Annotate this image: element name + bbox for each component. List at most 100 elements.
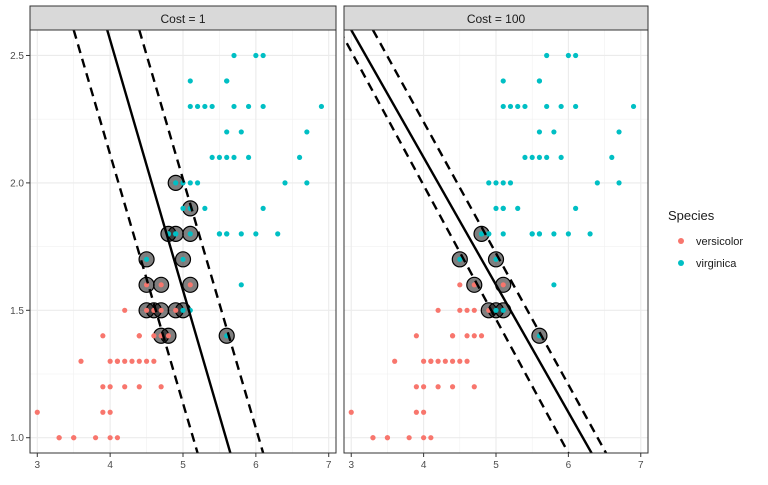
virginica-point — [609, 154, 615, 161]
versicolor-point — [56, 435, 62, 441]
versicolor-point — [435, 307, 441, 313]
versicolor-point — [413, 384, 419, 390]
versicolor-point — [421, 384, 427, 390]
y-tick-label: 2.0 — [10, 178, 24, 189]
facet-strip — [343, 5, 649, 31]
virginica-point — [209, 154, 215, 161]
virginica-point — [522, 154, 528, 161]
versicolor-point — [500, 282, 506, 288]
versicolor-point — [71, 435, 77, 441]
versicolor-point — [158, 282, 164, 288]
x-tick-label: 3 — [348, 460, 354, 471]
versicolor-point — [449, 358, 456, 364]
virginica-point — [478, 231, 485, 237]
versicolor-point — [370, 435, 376, 441]
virginica-point — [500, 307, 506, 313]
virginica-point — [253, 52, 259, 59]
virginica-point — [143, 256, 150, 262]
versicolor-point — [348, 409, 354, 415]
x-tick-label: 6 — [566, 460, 572, 471]
versicolor-point — [464, 358, 470, 364]
y-tick-label: 2.5 — [10, 51, 24, 62]
x-tick-label: 5 — [493, 460, 499, 471]
virginica-point — [231, 103, 237, 110]
virginica-point — [536, 129, 543, 135]
virginica-point — [522, 103, 528, 110]
virginica-point — [558, 154, 564, 161]
versicolor-point — [122, 358, 128, 364]
virginica-point — [187, 231, 193, 237]
virginica-point — [544, 103, 550, 110]
y-tick-label: 1.5 — [10, 306, 24, 317]
virginica-point — [500, 103, 506, 110]
versicolor-point — [471, 307, 477, 313]
versicolor-point — [136, 333, 142, 339]
virginica-point — [551, 282, 557, 288]
versicolor-point — [122, 307, 128, 313]
versicolor-point — [384, 435, 391, 441]
versicolor-point — [100, 384, 106, 390]
versicolor-point — [34, 409, 40, 415]
virginica-point — [231, 154, 237, 161]
virginica-point — [224, 154, 230, 161]
x-tick-label: 7 — [638, 460, 644, 471]
versicolor-point — [107, 435, 113, 441]
margin-line-upper — [138, 30, 265, 453]
virginica-point — [253, 231, 259, 237]
virginica-point — [630, 103, 637, 110]
facet-strip-label: Cost = 100 — [467, 12, 526, 26]
virginica-point — [573, 103, 579, 110]
versicolor-point — [449, 333, 456, 339]
versicolor-point — [457, 282, 463, 288]
virginica-point — [558, 103, 564, 110]
virginica-point — [224, 78, 230, 84]
virginica-point — [486, 180, 492, 186]
x-tick-label: 6 — [253, 460, 259, 471]
versicolor-point — [471, 384, 477, 390]
virginica-point — [500, 205, 506, 211]
virginica-point — [173, 180, 179, 186]
virginica-point — [573, 205, 579, 211]
virginica-point — [173, 231, 179, 237]
virginica-point — [318, 103, 325, 110]
virginica-point — [515, 103, 521, 110]
versicolor-point — [165, 333, 172, 339]
versicolor-point — [413, 333, 419, 339]
versicolor-point — [143, 282, 150, 288]
virginica-point — [551, 129, 557, 135]
versicolor-point — [478, 333, 485, 339]
versicolor-point — [107, 409, 113, 415]
virginica-point — [238, 282, 244, 288]
versicolor-point — [442, 358, 448, 364]
versicolor-point — [158, 307, 164, 313]
virginica-point — [224, 129, 230, 135]
versicolor-point — [435, 358, 441, 364]
decision-boundary-line — [350, 30, 593, 453]
versicolor-point — [151, 358, 157, 364]
decision-boundary-line — [106, 30, 232, 453]
virginica-point — [507, 180, 514, 186]
virginica-point — [304, 129, 310, 135]
legend-key-virginica — [678, 260, 684, 266]
versicolor-point — [158, 384, 164, 390]
virginica-point — [457, 256, 463, 262]
margin-line-lower — [72, 30, 199, 453]
versicolor-point — [129, 358, 135, 364]
virginica-point — [544, 52, 550, 59]
virginica-point — [551, 231, 557, 237]
legend-key-versicolor — [678, 238, 684, 244]
versicolor-point — [122, 384, 128, 390]
versicolor-point — [151, 333, 157, 339]
versicolor-point — [464, 307, 470, 313]
versicolor-point — [421, 435, 427, 441]
virginica-point — [260, 205, 266, 211]
virginica-point — [187, 103, 193, 110]
virginica-point — [180, 205, 186, 211]
margin-line-upper — [371, 30, 608, 453]
x-tick-label: 5 — [180, 460, 186, 471]
virginica-point — [587, 231, 593, 237]
virginica-point — [529, 231, 535, 237]
versicolor-point — [136, 384, 142, 390]
